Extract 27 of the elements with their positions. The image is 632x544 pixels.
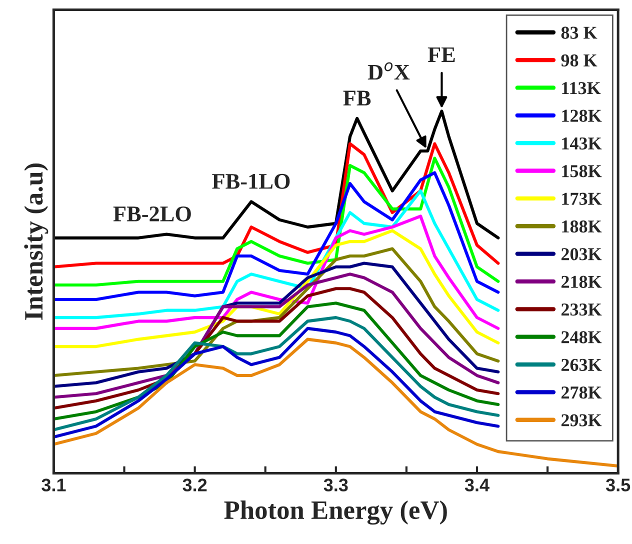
annotation: FB-1LO — [212, 174, 290, 189]
x-tick-label: 3.4 — [464, 478, 490, 492]
legend-label: 278K — [561, 386, 602, 399]
legend-label: 293K — [561, 414, 602, 426]
annotation: D$^{o}$X — [368, 62, 410, 80]
legend-label: 173K — [562, 192, 602, 205]
legend-label: 83 K — [561, 26, 598, 39]
x-tick-label: 3.3 — [324, 478, 348, 492]
x-axis-title: Photon Energy (eV) — [224, 500, 447, 525]
legend-label: 233K — [561, 304, 602, 316]
annotation: FB — [343, 90, 371, 106]
legend-label: 248K — [561, 331, 602, 344]
x-tick-label: 3.2 — [182, 478, 207, 492]
x-tick-label: 3.1 — [42, 478, 66, 492]
legend-label: 158K — [562, 165, 602, 178]
legend-label: 143K — [562, 137, 602, 150]
legend-label: 203K — [561, 248, 602, 260]
legend-label: 263K — [561, 358, 602, 371]
legend-label: 188K — [562, 220, 602, 233]
legend-label: 218K — [561, 276, 602, 288]
legend-label: 98 K — [561, 54, 598, 67]
annotation: FE — [428, 47, 455, 62]
x-tick-label: 3.5 — [606, 478, 630, 492]
annotation: FB-2LO — [113, 206, 191, 222]
legend-label: 128K — [562, 110, 602, 122]
legend-label: 113K — [562, 82, 601, 94]
y-axis-title: Intensity (a.u) — [24, 164, 48, 320]
